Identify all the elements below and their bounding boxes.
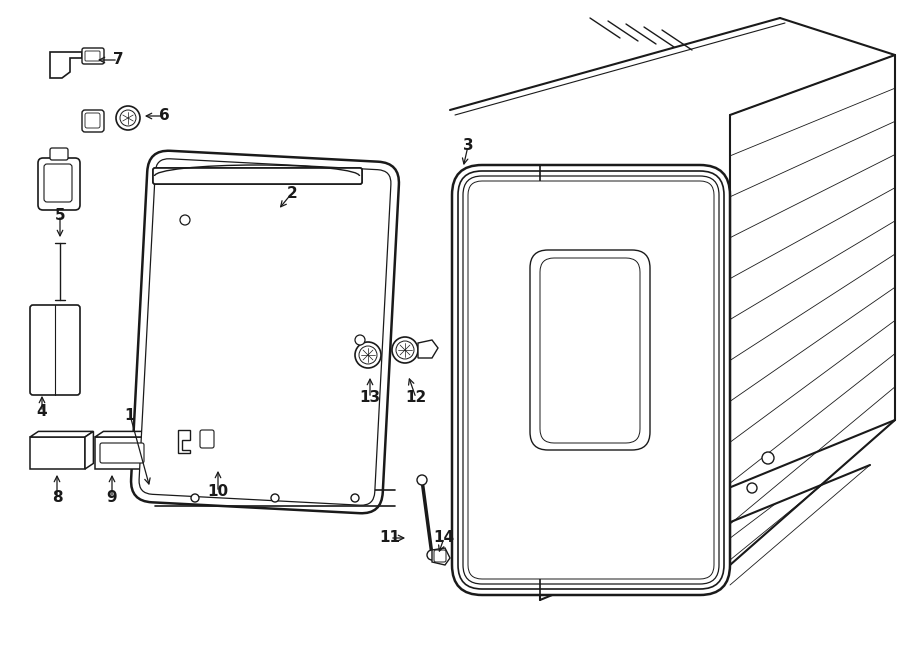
FancyBboxPatch shape [458, 171, 724, 589]
Circle shape [747, 483, 757, 493]
FancyBboxPatch shape [153, 168, 362, 184]
FancyBboxPatch shape [468, 181, 714, 579]
Text: 13: 13 [359, 391, 381, 405]
Text: 9: 9 [107, 490, 117, 506]
Text: 11: 11 [380, 531, 400, 545]
FancyBboxPatch shape [463, 176, 719, 584]
FancyBboxPatch shape [82, 48, 104, 64]
FancyBboxPatch shape [540, 258, 640, 443]
FancyBboxPatch shape [100, 443, 144, 463]
FancyBboxPatch shape [200, 430, 214, 448]
Text: 1: 1 [125, 407, 135, 422]
FancyBboxPatch shape [153, 168, 362, 184]
Polygon shape [255, 418, 266, 453]
Text: 12: 12 [405, 391, 427, 405]
Text: 7: 7 [112, 52, 123, 67]
FancyBboxPatch shape [131, 151, 399, 513]
Polygon shape [50, 52, 82, 78]
Polygon shape [190, 418, 266, 425]
Polygon shape [30, 432, 94, 437]
FancyBboxPatch shape [30, 305, 80, 395]
Text: 3: 3 [463, 139, 473, 153]
Circle shape [396, 341, 414, 359]
Circle shape [417, 475, 427, 485]
Text: 5: 5 [55, 208, 66, 223]
Text: 4: 4 [37, 405, 48, 420]
Polygon shape [178, 430, 190, 453]
Polygon shape [432, 548, 450, 565]
Circle shape [392, 337, 418, 363]
Circle shape [120, 110, 136, 126]
Circle shape [271, 494, 279, 502]
Text: 8: 8 [51, 490, 62, 506]
Circle shape [351, 494, 359, 502]
FancyBboxPatch shape [434, 550, 446, 562]
Text: 6: 6 [158, 108, 169, 124]
FancyBboxPatch shape [530, 250, 650, 450]
Text: 2: 2 [286, 186, 297, 200]
Polygon shape [150, 432, 158, 469]
FancyBboxPatch shape [85, 51, 100, 61]
FancyBboxPatch shape [38, 158, 80, 210]
Text: 14: 14 [434, 531, 454, 545]
Circle shape [116, 106, 140, 130]
Polygon shape [30, 437, 85, 469]
FancyBboxPatch shape [50, 148, 68, 160]
Circle shape [355, 342, 381, 368]
Circle shape [427, 550, 437, 560]
FancyBboxPatch shape [82, 110, 104, 132]
FancyBboxPatch shape [85, 113, 100, 128]
Circle shape [762, 452, 774, 464]
Circle shape [359, 346, 377, 364]
Polygon shape [95, 432, 158, 437]
Polygon shape [418, 340, 438, 358]
FancyBboxPatch shape [44, 164, 72, 202]
Text: 10: 10 [207, 485, 229, 500]
Polygon shape [95, 437, 150, 469]
FancyBboxPatch shape [140, 159, 391, 505]
Circle shape [180, 215, 190, 225]
Polygon shape [190, 425, 255, 453]
FancyBboxPatch shape [452, 165, 730, 595]
Polygon shape [85, 432, 94, 469]
Circle shape [355, 335, 365, 345]
Circle shape [191, 494, 199, 502]
